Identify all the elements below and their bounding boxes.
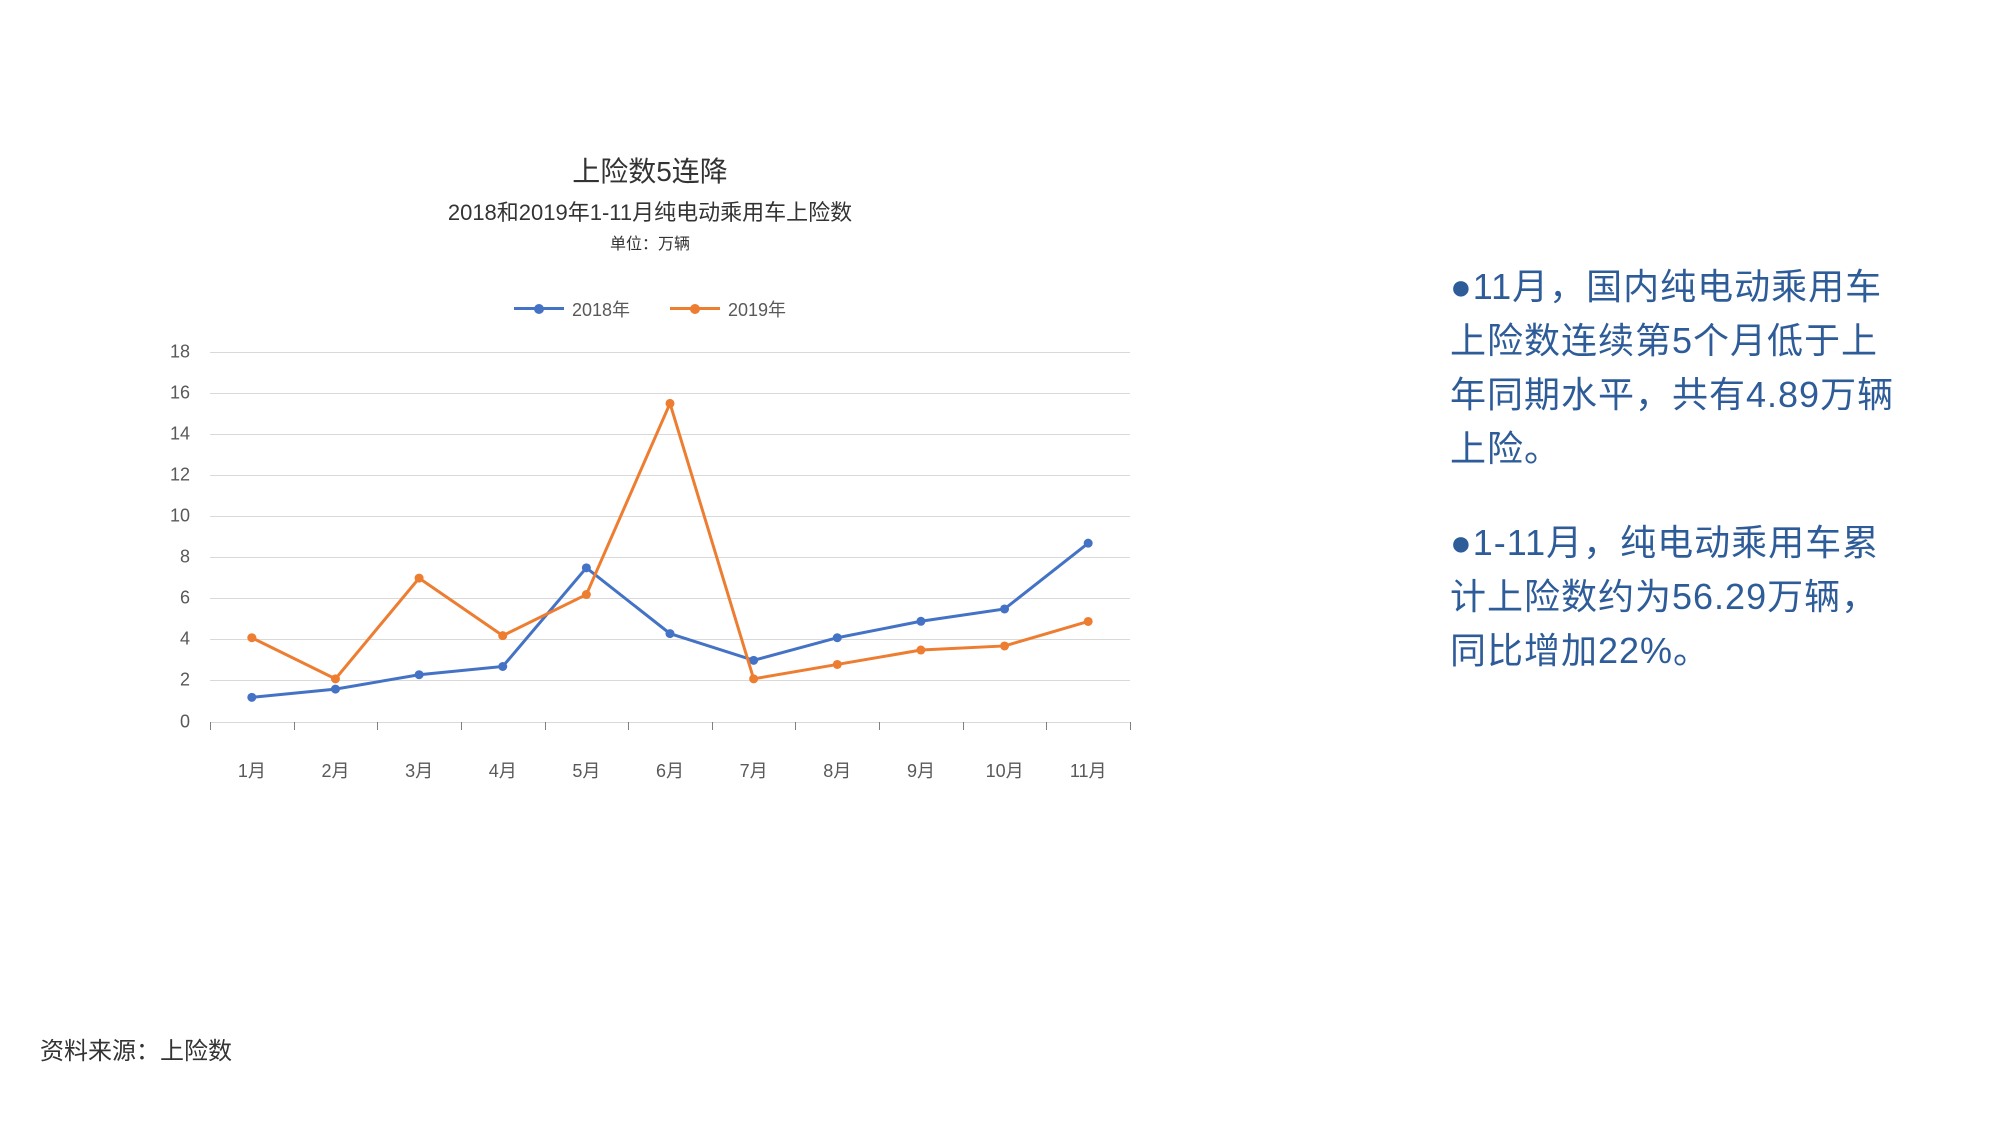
data-point [1084,616,1093,625]
y-tick: 12 [170,464,190,485]
x-tick: 11月 [1046,742,1130,782]
y-tick: 16 [170,382,190,403]
data-point [415,670,424,679]
sidebar-text: ●11月，国内纯电动乘用车上险数连续第5个月低于上年同期水平，共有4.89万辆上… [1450,260,1900,718]
x-tick: 1月 [210,742,294,782]
x-tick: 3月 [377,742,461,782]
data-point [331,684,340,693]
data-point [247,692,256,701]
x-tick: 9月 [879,742,963,782]
legend-item-0: 2018年 [514,296,630,322]
x-tick-mark [628,722,629,730]
sidebar-paragraph-0: ●11月，国内纯电动乘用车上险数连续第5个月低于上年同期水平，共有4.89万辆上… [1450,260,1900,476]
x-tick: 2月 [294,742,378,782]
legend-label: 2019年 [728,296,786,322]
x-tick-mark [1130,722,1131,730]
bullet-icon: ● [1450,522,1473,563]
x-tick-mark [545,722,546,730]
data-point [582,590,591,599]
y-tick: 0 [180,711,190,732]
data-point [1000,604,1009,613]
sidebar-paragraph-1: ●1-11月，纯电动乘用车累计上险数约为56.29万辆，同比增加22%。 [1450,516,1900,678]
data-point [1000,641,1009,650]
x-axis: 1月2月3月4月5月6月7月8月9月10月11月 [210,742,1130,782]
bullet-icon: ● [1450,266,1473,307]
y-axis: 024681012141618 [150,352,200,722]
x-tick-mark [1046,722,1047,730]
x-tick-mark [795,722,796,730]
y-tick: 2 [180,670,190,691]
x-tick-mark [294,722,295,730]
y-tick: 8 [180,547,190,568]
data-point [331,674,340,683]
chart-unit: 单位：万辆 [150,230,1150,254]
paragraph-text: 1-11月，纯电动乘用车累计上险数约为56.29万辆，同比增加22%。 [1450,522,1879,671]
x-tick-mark [879,722,880,730]
data-point [749,674,758,683]
data-point [666,629,675,638]
data-point [916,616,925,625]
x-tick-mark [377,722,378,730]
x-tick-mark [712,722,713,730]
x-tick-mark [963,722,964,730]
data-point [1084,538,1093,547]
x-tick: 4月 [461,742,545,782]
data-point [247,633,256,642]
y-tick: 4 [180,629,190,650]
paragraph-text: 11月，国内纯电动乘用车上险数连续第5个月低于上年同期水平，共有4.89万辆上险… [1450,266,1894,469]
y-tick: 18 [170,341,190,362]
data-point [833,633,842,642]
grid-line [210,722,1130,723]
data-point [666,398,675,407]
data-point [498,662,507,671]
data-point [916,645,925,654]
series-line-0 [252,543,1088,697]
chart-legend: 2018年 2019年 [150,294,1150,322]
data-point [833,659,842,668]
data-point [415,573,424,582]
x-tick: 6月 [628,742,712,782]
chart-title: 上险数5连降 [150,150,1150,190]
x-tick: 7月 [712,742,796,782]
data-point [582,563,591,572]
legend-item-1: 2019年 [670,296,786,322]
chart-subtitle: 2018和2019年1-11月纯电动乘用车上险数 [150,195,1150,227]
x-tick: 5月 [545,742,629,782]
y-tick: 10 [170,505,190,526]
y-tick: 6 [180,588,190,609]
chart-lines [210,352,1130,722]
plot-area: 024681012141618 1月2月3月4月5月6月7月8月9月10月11月 [150,352,1150,782]
x-tick-mark [461,722,462,730]
data-point [498,631,507,640]
y-tick: 14 [170,423,190,444]
x-tick: 8月 [795,742,879,782]
x-tick-mark [210,722,211,730]
footer-source: 资料来源：上险数 [40,1031,232,1066]
legend-label: 2018年 [572,296,630,322]
chart-container: 上险数5连降 2018和2019年1-11月纯电动乘用车上险数 单位：万辆 20… [150,150,1150,782]
x-tick: 10月 [963,742,1047,782]
